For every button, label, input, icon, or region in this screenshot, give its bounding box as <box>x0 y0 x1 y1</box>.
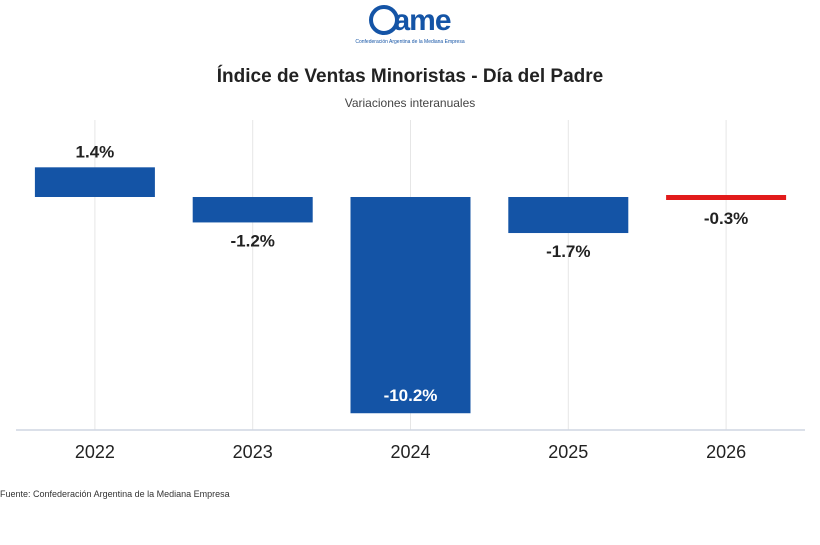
data-label-2022: 1.4% <box>76 142 115 161</box>
logo-mark: ame <box>369 4 452 38</box>
bar-2026 <box>666 195 787 200</box>
logo-text: ame <box>393 4 451 37</box>
bar-2022 <box>34 167 155 197</box>
x-tick-label-2025: 2025 <box>548 442 588 462</box>
logo-subtext: Confederación Argentina de la Mediana Em… <box>355 39 465 45</box>
bar-2023 <box>192 197 313 223</box>
chart-subtitle: Variaciones interanuales <box>344 96 476 110</box>
bar-2025 <box>508 197 629 234</box>
x-tick-label-2026: 2026 <box>706 442 746 462</box>
data-label-2024: -10.2% <box>384 386 438 405</box>
logo-c-ring-icon <box>369 5 400 36</box>
came-logo: ame Confederación Argentina de la Median… <box>0 4 820 46</box>
bar-2024 <box>350 197 471 414</box>
source-note: Fuente: Confederación Argentina de la Me… <box>0 489 230 499</box>
data-label-2023: -1.2% <box>230 231 274 250</box>
x-tick-label-2024: 2024 <box>390 442 430 462</box>
x-tick-label-2023: 2023 <box>233 442 273 462</box>
data-label-2025: -1.7% <box>546 242 590 261</box>
data-label-2026: -0.3% <box>704 209 748 228</box>
chart-title: Índice de Ventas Minoristas - Día del Pa… <box>216 66 604 87</box>
x-tick-label-2022: 2022 <box>75 442 115 462</box>
